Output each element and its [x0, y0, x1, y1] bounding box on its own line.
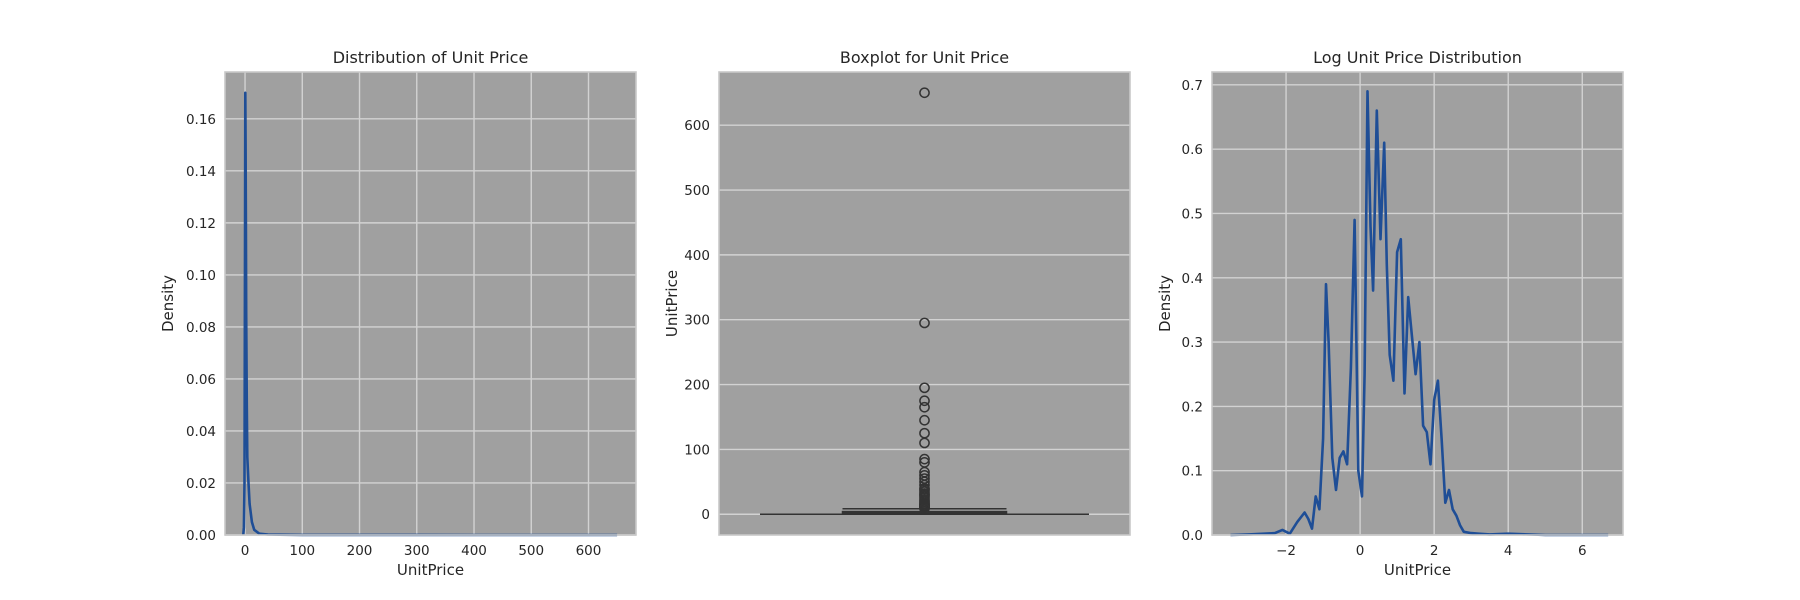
y-tick-label: 300	[684, 313, 710, 329]
x-tick-label: 300	[404, 543, 430, 559]
axes-frame	[224, 71, 637, 536]
chart-title: Distribution of Unit Price	[333, 48, 529, 67]
x-tick-label: 400	[461, 543, 487, 559]
y-tick-label: 0	[701, 507, 710, 523]
axes-frame	[718, 71, 1131, 536]
y-tick-label: 0.12	[186, 216, 216, 232]
outlier-point	[919, 437, 930, 449]
x-tick-label: 0	[241, 543, 250, 559]
outlier-point	[919, 414, 930, 426]
y-axis-label: Density	[1156, 275, 1174, 332]
x-tick-label: 0	[1356, 543, 1365, 559]
outlier-point	[919, 453, 930, 465]
y-tick-label: 0.5	[1182, 206, 1203, 222]
x-tick-label: 500	[518, 543, 544, 559]
outlier-point	[919, 317, 930, 329]
outlier-point	[919, 395, 930, 407]
y-tick-label: 0.04	[186, 424, 216, 440]
x-tick-label: 100	[289, 543, 315, 559]
x-tick-label: 6	[1578, 543, 1587, 559]
y-tick-label: 200	[684, 378, 710, 394]
density-line	[1230, 90, 1609, 537]
y-tick-label: 0.00	[186, 528, 216, 544]
subplot-1: 0 100 200 300 400 500 600 0.00 0.02 0.04 0.06 0.08 0…	[159, 48, 637, 579]
y-tick-label: 0.7	[1182, 78, 1203, 94]
x-tick-label: 600	[576, 543, 602, 559]
y-axis-label: UnitPrice	[663, 270, 681, 337]
subplot-2: 0 100 200 300 400 500 600 Boxplot for Unit Pric…	[663, 48, 1131, 536]
y-tick-label: 0.4	[1182, 271, 1203, 287]
y-tick-label: 100	[684, 442, 710, 458]
y-tick-label: 0.2	[1182, 399, 1203, 415]
y-tick-label: 0.08	[186, 320, 216, 336]
plot-area	[225, 72, 636, 535]
y-tick-label: 400	[684, 248, 710, 264]
plot-area	[719, 72, 1130, 535]
plot-area	[1212, 72, 1623, 535]
y-tick-label: 0.10	[186, 268, 216, 284]
y-tick-label: 0.1	[1182, 464, 1203, 480]
chart-title: Boxplot for Unit Price	[840, 48, 1009, 67]
y-tick-label: 0.3	[1182, 335, 1203, 351]
subplot-3: −2 0 2 4 6 0.0 0.1 0.2 0.3 0.4 0.5 0.6 0.7 Log Unit P…	[1156, 48, 1624, 579]
x-axis-label: UnitPrice	[1384, 561, 1451, 579]
y-tick-label: 0.06	[186, 372, 216, 388]
y-tick-label: 500	[684, 183, 710, 199]
y-tick-label: 0.02	[186, 476, 216, 492]
y-tick-label: 0.14	[186, 164, 216, 180]
outlier-point	[919, 382, 930, 394]
outlier-point	[919, 87, 930, 99]
x-tick-label: 4	[1504, 543, 1513, 559]
x-tick-label: 2	[1430, 543, 1439, 559]
outlier-point	[919, 503, 930, 514]
y-tick-label: 0.16	[186, 112, 216, 128]
chart-title: Log Unit Price Distribution	[1313, 48, 1522, 67]
y-tick-label: 0.6	[1182, 142, 1203, 158]
y-tick-label: 0.0	[1182, 528, 1203, 544]
y-axis-label: Density	[159, 275, 177, 332]
axes-frame	[1211, 71, 1624, 536]
y-tick-label: 600	[684, 118, 710, 134]
x-tick-label: −2	[1276, 543, 1296, 559]
x-axis-label: UnitPrice	[397, 561, 464, 579]
outlier-point	[919, 401, 930, 413]
x-tick-label: 200	[347, 543, 373, 559]
